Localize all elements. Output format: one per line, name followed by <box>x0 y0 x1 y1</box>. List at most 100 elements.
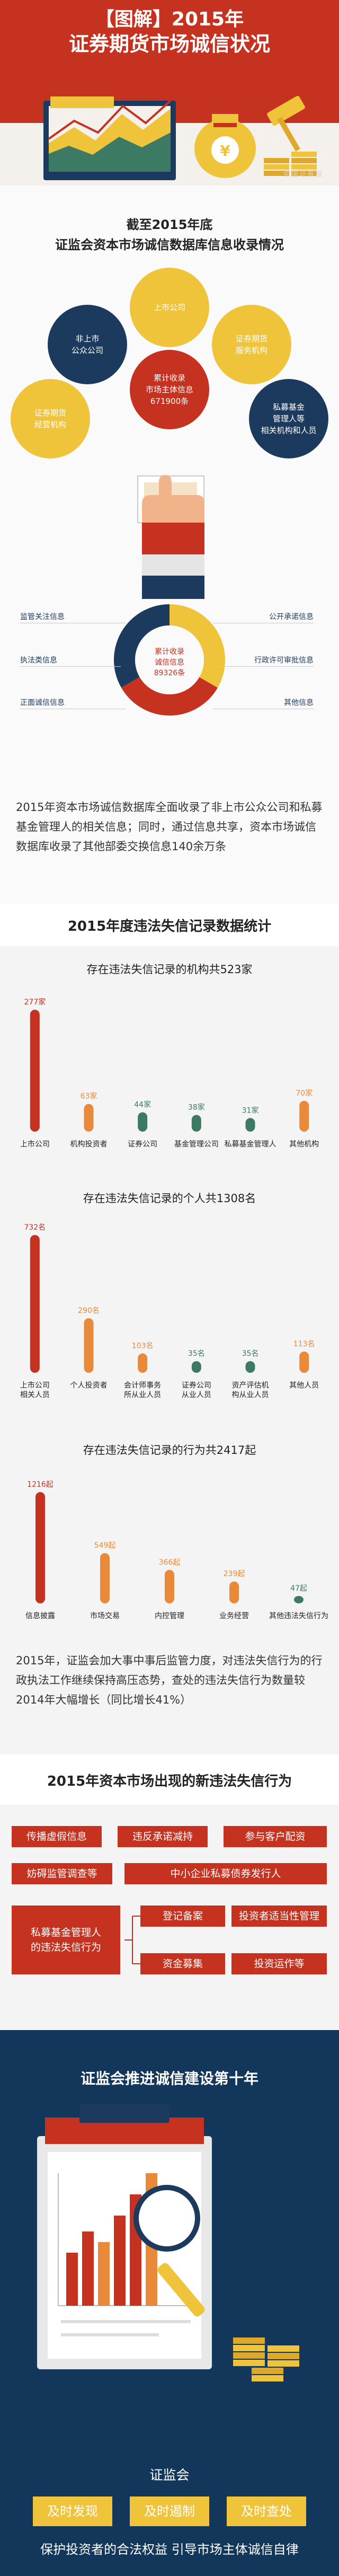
watermark: 中国证券报 <box>283 171 323 179</box>
circle-label: 相关机构和人员 <box>261 426 317 435</box>
donut-label-right: 行政许可审批信息 <box>254 656 314 665</box>
hero-title-line2: 证券期货市场诚信状况 <box>68 32 270 56</box>
section-title-line1: 截至2015年底 <box>126 217 213 232</box>
hand-document-icon <box>137 475 204 599</box>
data-label: 366起 <box>159 1558 181 1567</box>
category-label: 个人投资者 <box>70 1381 108 1390</box>
category-label: 证券公司 <box>128 1140 157 1149</box>
circle-total-entities: 累计收录 市场主体信息 671900条 <box>130 350 209 429</box>
data-label: 239起 <box>224 1570 245 1578</box>
bar <box>165 1569 174 1603</box>
donut-center-value: 89326条 <box>154 669 185 677</box>
hero-title-line1: 【图解】2015年 <box>95 8 244 30</box>
bar <box>30 1010 40 1132</box>
hero-illustration: ¥ <box>43 95 317 180</box>
circle-label: 公众公司 <box>71 346 103 355</box>
bar <box>84 1318 94 1373</box>
bar <box>299 1100 309 1132</box>
category-label: 信息披露 <box>25 1611 55 1620</box>
bar <box>138 1353 148 1373</box>
bracket-connector <box>124 1916 140 1964</box>
donut-center-label: 累计收录 诚信信息 89326条 <box>144 647 195 678</box>
donut-label-left: 执法类信息 <box>20 656 57 665</box>
closing-paragraph: 2015年，证监会加大事中事后监管力度，对违法失信行为的行政执法工作继续保持高压… <box>16 1654 323 1706</box>
circle-label: 证券期货 <box>34 408 66 418</box>
bar <box>100 1553 110 1603</box>
database-section: 截至2015年底 证监会资本市场诚信数据库信息收录情况 上市公司 非上市 公众公… <box>0 186 339 904</box>
footer-title: 证监会推进诚信建设第十年 <box>80 2070 258 2087</box>
circle-label: 私募基金 <box>272 402 305 412</box>
donut-label-left: 正面诚信信息 <box>20 699 65 707</box>
bar <box>299 1351 309 1373</box>
donut-label-left: 监管关注信息 <box>20 613 65 621</box>
donut-chart <box>114 604 225 716</box>
data-label: 277家 <box>24 998 46 1007</box>
footer-subtitle: 证监会 <box>149 2467 190 2483</box>
category-label: 内控管理 <box>155 1612 184 1620</box>
circle-label: 上市公司 <box>153 303 185 312</box>
bar <box>84 1104 94 1132</box>
circle-label: 管理人等 <box>272 414 305 424</box>
circle-operating-institutions: 证券期货 经营机构 <box>11 379 90 458</box>
category-label: 证券公司 <box>182 1381 211 1390</box>
section-title-line2: 证监会资本市场诚信数据库信息收录情况 <box>55 237 284 252</box>
category-label: 上市公司 <box>20 1381 50 1390</box>
donut-center-line: 累计收录 <box>155 648 184 656</box>
category-label: 会计师事务 <box>124 1381 161 1390</box>
data-label: 70家 <box>296 1089 313 1098</box>
violation-tag: 违反承诺减持 <box>118 1826 208 1847</box>
category-label: 构从业人员 <box>232 1391 269 1399</box>
bar <box>229 1581 239 1603</box>
bar <box>138 1112 148 1132</box>
category-label: 相关人员 <box>20 1391 50 1399</box>
category-label: 基金管理公司 <box>174 1140 219 1149</box>
data-label: 35名 <box>242 1349 259 1358</box>
new-violations-section: 2015年资本市场出现的新违法失信行为 传播虚假信息 违反承诺减持 参与客户配资… <box>0 1754 339 2030</box>
circle-label: 累计收录 <box>153 373 185 383</box>
private-fund-violation-box: 私募基金管理人 的违法失信行为 <box>12 1905 120 1974</box>
violation-tag: 中小企业私募债券发行人 <box>124 1863 327 1884</box>
category-label: 其他违法失信行为 <box>269 1612 328 1620</box>
violation-tag: 传播虚假信息 <box>12 1826 102 1847</box>
data-label: 549起 <box>94 1541 116 1550</box>
circle-service-institutions: 证券期货 服务机构 <box>212 305 291 384</box>
tag-timely-investigate: 及时查处 <box>227 2496 306 2526</box>
bar <box>191 1361 201 1373</box>
data-label: 31家 <box>242 1106 259 1115</box>
footer-slogan: 保护投资者的合法权益 引导市场主体诚信自律 <box>40 2542 299 2557</box>
category-label: 私募基金管理人 <box>225 1140 276 1149</box>
data-label: 35名 <box>188 1349 205 1358</box>
data-label: 103名 <box>132 1342 154 1350</box>
circle-label: 服务机构 <box>235 346 267 355</box>
violation-tag: 资金募集 <box>140 1953 225 1974</box>
section-title-band <box>0 1754 339 1805</box>
data-label: 47起 <box>290 1584 307 1593</box>
footer-section: 证监会推进诚信建设第十年 <box>0 2030 339 2576</box>
gavel-icon <box>267 95 305 152</box>
bar <box>30 1235 40 1373</box>
tag-timely-curb: 及时遏制 <box>130 2496 209 2526</box>
violation-tag: 参与客户配资 <box>224 1826 327 1847</box>
svg-text:¥: ¥ <box>220 142 230 160</box>
donut-label-right: 其他信息 <box>284 699 314 707</box>
circle-label: 市场主体信息 <box>145 385 193 394</box>
tag-timely-discover: 及时发现 <box>33 2496 112 2526</box>
magnifier-icon <box>133 2185 205 2317</box>
circle-value: 671900条 <box>150 396 189 406</box>
chart-title: 存在违法失信记录的个人共1308名 <box>83 1192 256 1205</box>
data-label: 732名 <box>24 1223 46 1232</box>
coin-stack-icon <box>233 2337 299 2381</box>
category-label: 上市公司 <box>20 1140 50 1149</box>
circle-private-fund: 私募基金 管理人等 相关机构和人员 <box>249 379 328 458</box>
hero-banner: ¥ 【图解】2015年 证券期货市场诚信状况 中国证券报 <box>0 0 339 186</box>
bar <box>191 1115 201 1132</box>
data-label: 290名 <box>78 1307 100 1315</box>
violation-stats-section: 2015年度违法失信记录数据统计 存在违法失信记录的机构共523家 277家 上市… <box>0 904 339 1754</box>
leader-line <box>218 666 314 667</box>
box-label-line: 的违法失信行为 <box>30 1942 101 1953</box>
section-title: 截至2015年底 证监会资本市场诚信数据库信息收录情况 <box>0 215 339 255</box>
circle-listed-companies: 上市公司 <box>130 268 209 347</box>
violation-tag: 投资运作等 <box>231 1953 327 1974</box>
